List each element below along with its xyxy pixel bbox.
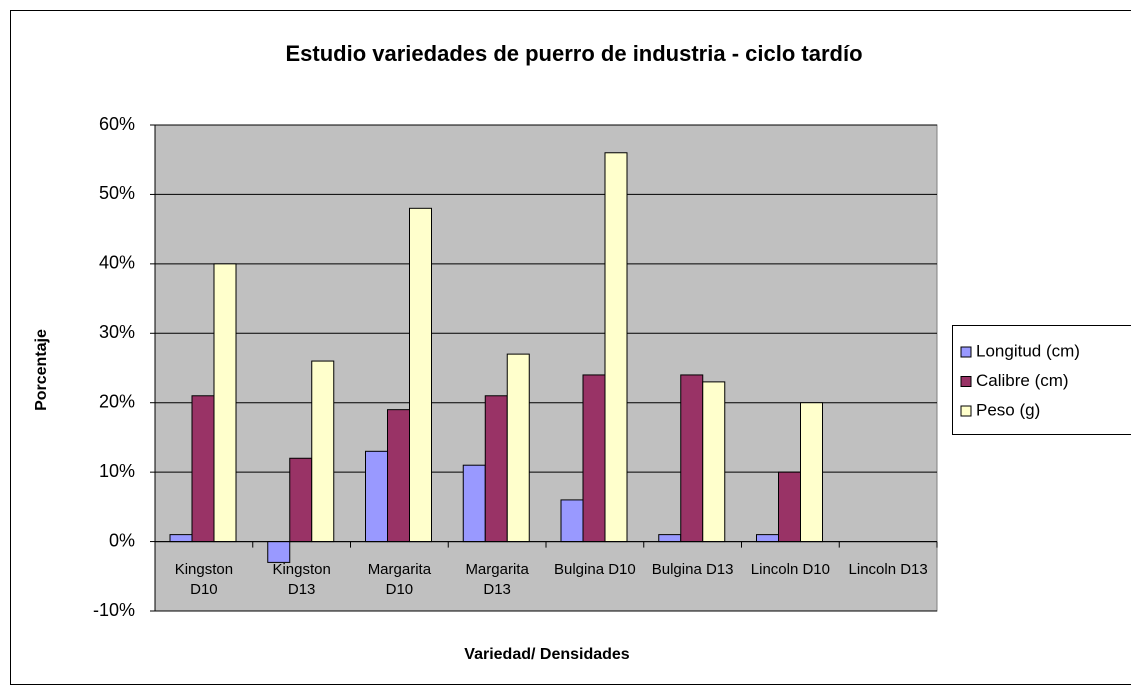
- y-tick-label: 60%: [99, 114, 135, 134]
- y-tick-label: 30%: [99, 322, 135, 342]
- bar: [680, 374, 704, 543]
- legend-swatch: [960, 405, 972, 417]
- y-tick-label: 40%: [99, 253, 135, 273]
- x-tick-label: Bulgina D13: [651, 560, 734, 578]
- y-tick-label: 20%: [99, 391, 135, 411]
- y-tick-label: 50%: [99, 183, 135, 203]
- legend-label: Longitud (cm): [976, 341, 1080, 360]
- x-tick-label: Margarita D13: [465, 560, 529, 598]
- bar: [560, 499, 584, 543]
- legend-swatch: [960, 346, 972, 358]
- bar: [409, 207, 432, 543]
- bar: [191, 395, 215, 543]
- bar: [289, 457, 313, 543]
- y-tick-label: -10%: [93, 600, 135, 620]
- bar: [365, 450, 388, 543]
- bar: [506, 353, 530, 543]
- x-tick-label: Lincoln D13: [848, 560, 928, 578]
- bar: [311, 360, 335, 543]
- bar: [756, 534, 779, 543]
- chart-title: Estudio variedades de puerro de industri…: [285, 41, 862, 66]
- bar: [387, 409, 410, 543]
- y-axis-label: Porcentaje: [33, 329, 50, 411]
- bar: [778, 471, 801, 543]
- y-tick-label: 0%: [109, 530, 135, 550]
- bar: [484, 395, 508, 543]
- bar: [800, 402, 823, 543]
- x-tick-label: Margarita D10: [367, 560, 432, 598]
- x-axis-label: Variedad/ Densidades: [464, 646, 630, 663]
- x-tick-label: Lincoln D10: [750, 560, 830, 578]
- bar: [462, 464, 486, 543]
- x-tick-label: Kingston D13: [272, 560, 331, 598]
- bar: [213, 263, 237, 543]
- bar: [658, 534, 682, 543]
- y-tick-label: 10%: [99, 461, 135, 481]
- x-tick-label: Bulgina D10: [554, 560, 636, 578]
- x-tick-label: Kingston D10: [174, 560, 234, 598]
- legend-label: Peso (g): [976, 400, 1040, 419]
- legend-label: Calibre (cm): [976, 371, 1069, 390]
- bar: [582, 374, 606, 543]
- bar: [604, 152, 628, 543]
- bar: [169, 534, 193, 543]
- bar: [702, 381, 726, 543]
- legend-box: [952, 325, 1131, 435]
- legend-swatch: [960, 376, 972, 387]
